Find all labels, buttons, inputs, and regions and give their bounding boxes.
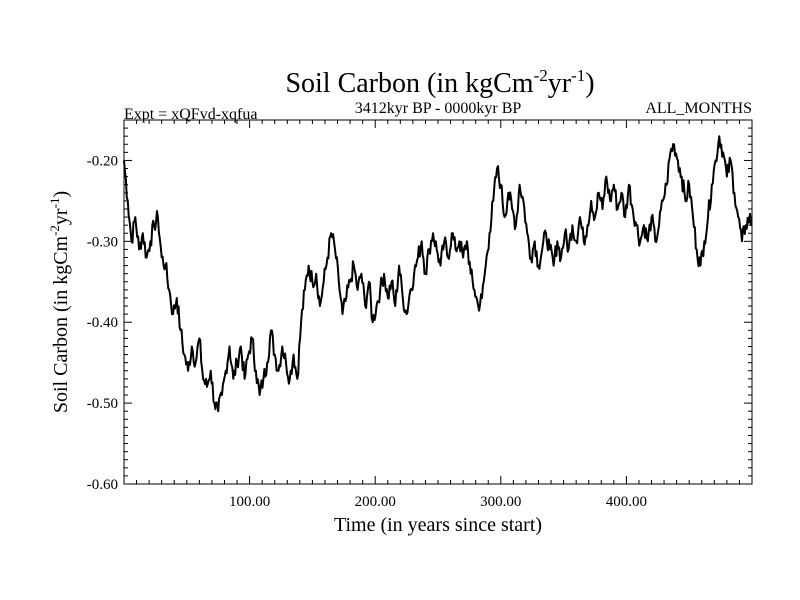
x-axis-label: Time (in years since start) <box>334 514 542 536</box>
subtitle-experiment: Expt = xQFvd-xqfua <box>124 106 257 123</box>
data-line <box>123 135 753 413</box>
x-tick-label: 200.00 <box>355 494 396 510</box>
y-axis: -0.60 -0.50 -0.40 -0.30 -0.20 <box>87 119 752 493</box>
y-axis-label: Soil Carbon (in kgCm-2yr-1) <box>47 191 72 413</box>
x-tick-label: 100.00 <box>229 494 270 510</box>
y-tick-label: -0.40 <box>87 315 118 331</box>
y-tick-label: -0.50 <box>87 396 118 412</box>
x-axis: 100.00 200.00 300.00 400.00 <box>123 120 753 510</box>
x-tick-label: 400.00 <box>606 494 647 510</box>
plot-frame <box>123 119 753 485</box>
y-tick-label: -0.30 <box>87 234 118 250</box>
y-tick-label: -0.60 <box>87 477 118 493</box>
x-tick-label: 300.00 <box>480 494 521 510</box>
y-tick-label: -0.20 <box>87 153 118 169</box>
subtitle-period: 3412kyr BP - 0000kyr BP <box>355 100 522 117</box>
subtitle-months: ALL_MONTHS <box>645 100 752 117</box>
chart-title: Soil Carbon (in kgCm-2yr-1) <box>285 66 594 99</box>
